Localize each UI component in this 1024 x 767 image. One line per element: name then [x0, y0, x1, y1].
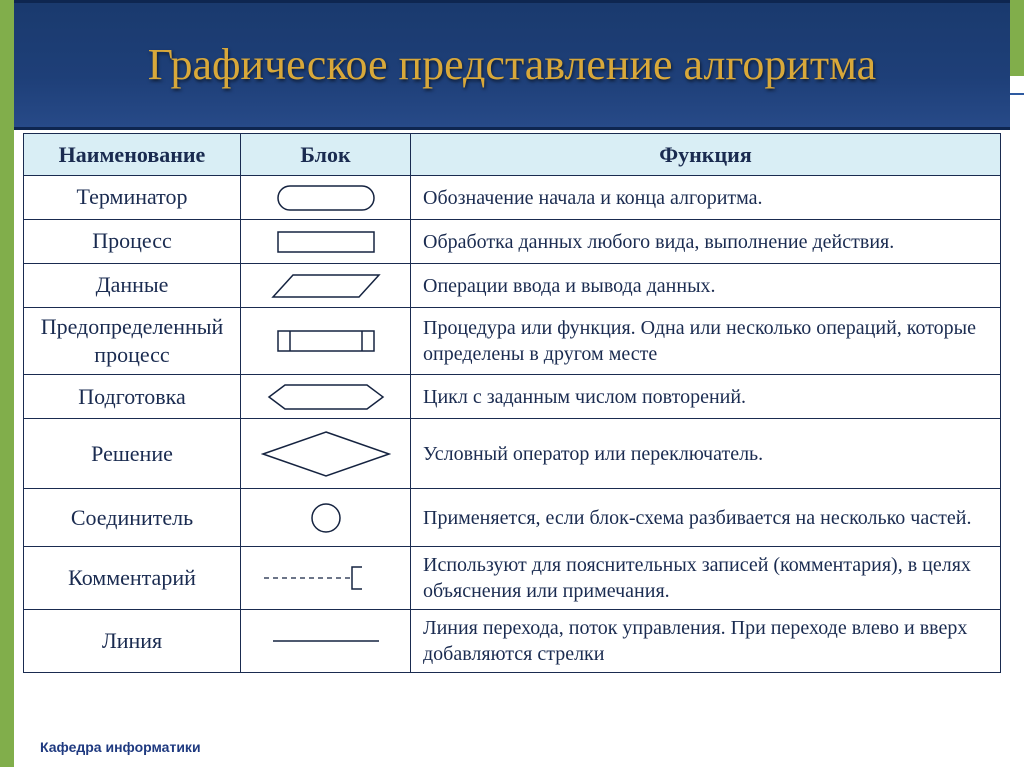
cell-name: Предопределенный процесс: [24, 308, 241, 375]
footer-department: Кафедра информатики: [40, 739, 201, 755]
connector-icon: [309, 501, 343, 535]
cell-func: Цикл с заданным числом повторений.: [411, 375, 1001, 419]
col-header-block: Блок: [241, 134, 411, 176]
line-icon: [271, 636, 381, 646]
cell-name: Подготовка: [24, 375, 241, 419]
table-row: Комментарий Используют для пояснительных…: [24, 547, 1001, 610]
cell-func: Процедура или функция. Одна или нескольк…: [411, 308, 1001, 375]
cell-func: Применяется, если блок-схема разбивается…: [411, 489, 1001, 547]
cell-name: Комментарий: [24, 547, 241, 610]
cell-shape: [241, 308, 411, 375]
table-row: Подготовка Цикл с заданным числом повтор…: [24, 375, 1001, 419]
preparation-icon: [267, 383, 385, 411]
cell-name: Соединитель: [24, 489, 241, 547]
cell-name: Решение: [24, 419, 241, 489]
cell-name: Линия: [24, 610, 241, 673]
cell-func: Используют для пояснительных записей (ко…: [411, 547, 1001, 610]
cell-shape: [241, 264, 411, 308]
col-header-name: Наименование: [24, 134, 241, 176]
cell-shape: [241, 375, 411, 419]
cell-func: Операции ввода и вывода данных.: [411, 264, 1001, 308]
cell-func: Линия перехода, поток управления. При пе…: [411, 610, 1001, 673]
cell-func: Обозначение начала и конца алгоритма.: [411, 176, 1001, 220]
table-row: Терминатор Обозначение начала и конца ал…: [24, 176, 1001, 220]
cell-shape: [241, 419, 411, 489]
col-header-function: Функция: [411, 134, 1001, 176]
table-row: Предопределенный процесс Процедура или ф…: [24, 308, 1001, 375]
cell-func: Условный оператор или переключатель.: [411, 419, 1001, 489]
cell-shape: [241, 489, 411, 547]
cell-shape: [241, 176, 411, 220]
cell-shape: [241, 220, 411, 264]
cell-func: Обработка данных любого вида, выполнение…: [411, 220, 1001, 264]
table-row: Данные Операции ввода и вывода данных.: [24, 264, 1001, 308]
table-row: Процесс Обработка данных любого вида, вы…: [24, 220, 1001, 264]
cell-name: Процесс: [24, 220, 241, 264]
comment-icon: [262, 565, 390, 591]
left-accent-bar: [0, 0, 14, 767]
data-icon: [271, 273, 381, 299]
process-icon: [276, 230, 376, 254]
cell-name: Данные: [24, 264, 241, 308]
table-row: Решение Условный оператор или переключат…: [24, 419, 1001, 489]
terminator-icon: [276, 184, 376, 212]
table-row: Соединитель Применяется, если блок-схема…: [24, 489, 1001, 547]
decision-icon: [261, 430, 391, 478]
cell-shape: [241, 547, 411, 610]
slide-header: Графическое представление алгоритма: [14, 0, 1010, 130]
table-header-row: Наименование Блок Функция: [24, 134, 1001, 176]
cell-name: Терминатор: [24, 176, 241, 220]
flowchart-symbols-table: Наименование Блок Функция Терминатор Обо…: [23, 133, 1001, 673]
slide-title: Графическое представление алгоритма: [148, 39, 876, 91]
cell-shape: [241, 610, 411, 673]
predefined-process-icon: [276, 329, 376, 353]
table-row: Линия Линия перехода, поток управления. …: [24, 610, 1001, 673]
